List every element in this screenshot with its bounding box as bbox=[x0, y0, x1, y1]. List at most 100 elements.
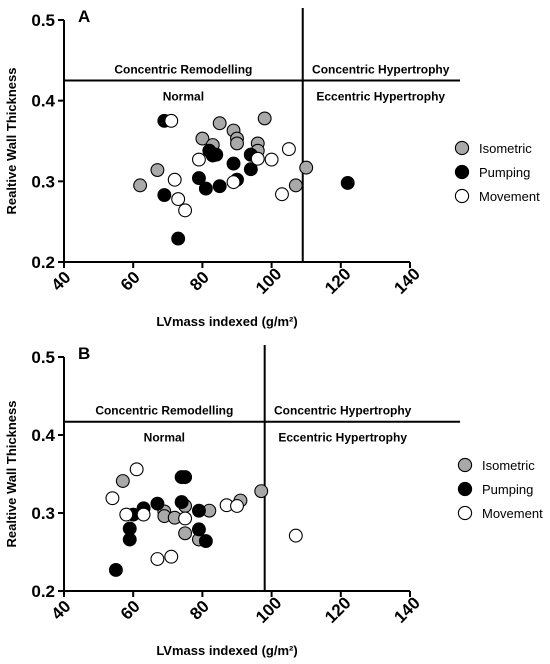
legend: Isometric Pumping Movement bbox=[457, 457, 543, 521]
data-point-pumping bbox=[108, 562, 123, 577]
data-point-pumping bbox=[157, 188, 172, 202]
y-tick-label: 0.2 bbox=[31, 253, 55, 272]
data-point-isometric bbox=[299, 160, 314, 175]
data-point-isometric bbox=[115, 474, 130, 488]
legend-label-pumping: Pumping bbox=[482, 482, 533, 497]
data-point-pumping bbox=[122, 521, 137, 536]
data-point-isometric bbox=[230, 136, 244, 151]
data-point-isometric bbox=[212, 116, 227, 131]
data-point-movement bbox=[191, 152, 206, 167]
region-normal: Normal bbox=[163, 90, 204, 104]
y-tick-label: 0.3 bbox=[31, 172, 55, 191]
region-eccentric-hypertrophy: Eccentric Hypertrophy bbox=[278, 431, 407, 445]
legend-marker-isometric bbox=[457, 457, 473, 473]
data-point-movement bbox=[264, 152, 279, 167]
region-normal: Normal bbox=[144, 431, 185, 445]
y-axis-title: Realtive Wall Thickness bbox=[4, 401, 19, 548]
x-tick-label: 100 bbox=[252, 593, 285, 626]
x-tick-label: 120 bbox=[321, 593, 354, 626]
x-tick-label: 60 bbox=[117, 268, 144, 295]
data-point-movement bbox=[171, 192, 186, 207]
x-tick-label: 140 bbox=[390, 264, 423, 297]
legend-marker-movement bbox=[454, 188, 470, 204]
series-movement bbox=[105, 462, 303, 566]
panel-label: B bbox=[78, 344, 90, 363]
x-axis-title: LVmass indexed (g/m²) bbox=[156, 314, 297, 329]
legend-label-movement: Movement bbox=[482, 506, 543, 521]
x-tick-label: 140 bbox=[390, 593, 423, 626]
x-tick-label: 80 bbox=[186, 597, 213, 624]
legend-label-isometric: Isometric bbox=[479, 141, 532, 156]
y-tick-label: 0.4 bbox=[31, 426, 55, 445]
data-point-movement bbox=[105, 491, 120, 506]
data-point-isometric bbox=[133, 178, 148, 193]
data-point-movement bbox=[129, 462, 144, 477]
data-point-pumping bbox=[340, 175, 355, 190]
data-point-isometric bbox=[254, 484, 269, 499]
legend-marker-pumping bbox=[457, 481, 473, 497]
region-concentric-hypertrophy: Concentric Hypertrophy bbox=[274, 404, 412, 418]
series-isometric bbox=[133, 111, 314, 193]
y-tick-label: 0.3 bbox=[31, 504, 55, 523]
region-concentric-hypertrophy: Concentric Hypertrophy bbox=[312, 63, 450, 77]
data-point-movement bbox=[119, 507, 134, 522]
legend-label-movement: Movement bbox=[479, 189, 540, 204]
data-point-movement bbox=[288, 528, 303, 543]
data-point-pumping bbox=[150, 496, 165, 511]
y-axis-title: Realtive Wall Thickness bbox=[4, 68, 19, 215]
data-point-pumping bbox=[198, 181, 213, 196]
y-tick-label: 0.4 bbox=[31, 92, 55, 111]
data-point-movement bbox=[136, 507, 151, 522]
x-tick-label: 120 bbox=[321, 264, 354, 297]
data-point-movement bbox=[275, 187, 289, 202]
y-tick-label: 0.5 bbox=[31, 11, 55, 30]
data-point-isometric bbox=[257, 111, 272, 126]
legend-label-pumping: Pumping bbox=[479, 165, 530, 180]
data-point-movement bbox=[281, 142, 296, 157]
data-point-movement bbox=[178, 511, 193, 526]
x-tick-label: 80 bbox=[186, 268, 213, 295]
region-concentric-remodelling: Concentric Remodelling bbox=[95, 404, 233, 418]
data-point-pumping bbox=[212, 179, 227, 194]
data-point-pumping bbox=[191, 171, 206, 186]
data-point-movement bbox=[178, 203, 193, 218]
series-pumping bbox=[157, 113, 355, 246]
data-point-isometric bbox=[178, 526, 193, 541]
data-point-pumping bbox=[209, 147, 224, 162]
data-point-movement bbox=[167, 172, 182, 187]
data-point-movement bbox=[164, 549, 179, 564]
data-point-pumping bbox=[198, 534, 213, 549]
data-point-pumping bbox=[226, 156, 241, 171]
data-point-movement bbox=[164, 113, 179, 128]
region-concentric-remodelling: Concentric Remodelling bbox=[114, 63, 252, 77]
y-tick-label: 0.5 bbox=[31, 348, 55, 367]
series-movement bbox=[164, 113, 296, 218]
data-point-movement bbox=[250, 151, 265, 166]
legend-label-isometric: Isometric bbox=[482, 458, 535, 473]
data-point-pumping bbox=[191, 503, 206, 518]
data-point-movement bbox=[226, 175, 241, 190]
legend-marker-pumping bbox=[454, 164, 470, 180]
panel-label: A bbox=[78, 7, 90, 26]
data-point-movement bbox=[230, 499, 244, 513]
legend: Isometric Pumping Movement bbox=[454, 140, 540, 204]
data-point-pumping bbox=[171, 231, 186, 246]
x-tick-label: 100 bbox=[252, 264, 285, 297]
data-point-isometric bbox=[195, 131, 210, 146]
x-axis-title: LVmass indexed (g/m²) bbox=[156, 643, 297, 658]
data-point-isometric bbox=[150, 163, 165, 177]
data-point-movement bbox=[150, 552, 165, 566]
data-point-pumping bbox=[191, 522, 206, 537]
y-tick-label: 0.2 bbox=[31, 582, 55, 601]
data-point-pumping bbox=[243, 162, 258, 177]
region-eccentric-hypertrophy: Eccentric Hypertrophy bbox=[316, 90, 445, 104]
data-point-pumping bbox=[174, 495, 189, 510]
data-point-pumping bbox=[178, 470, 193, 485]
legend-marker-movement bbox=[457, 505, 473, 521]
legend-marker-isometric bbox=[454, 140, 470, 156]
data-point-isometric bbox=[288, 178, 303, 193]
x-tick-label: 60 bbox=[117, 597, 144, 624]
